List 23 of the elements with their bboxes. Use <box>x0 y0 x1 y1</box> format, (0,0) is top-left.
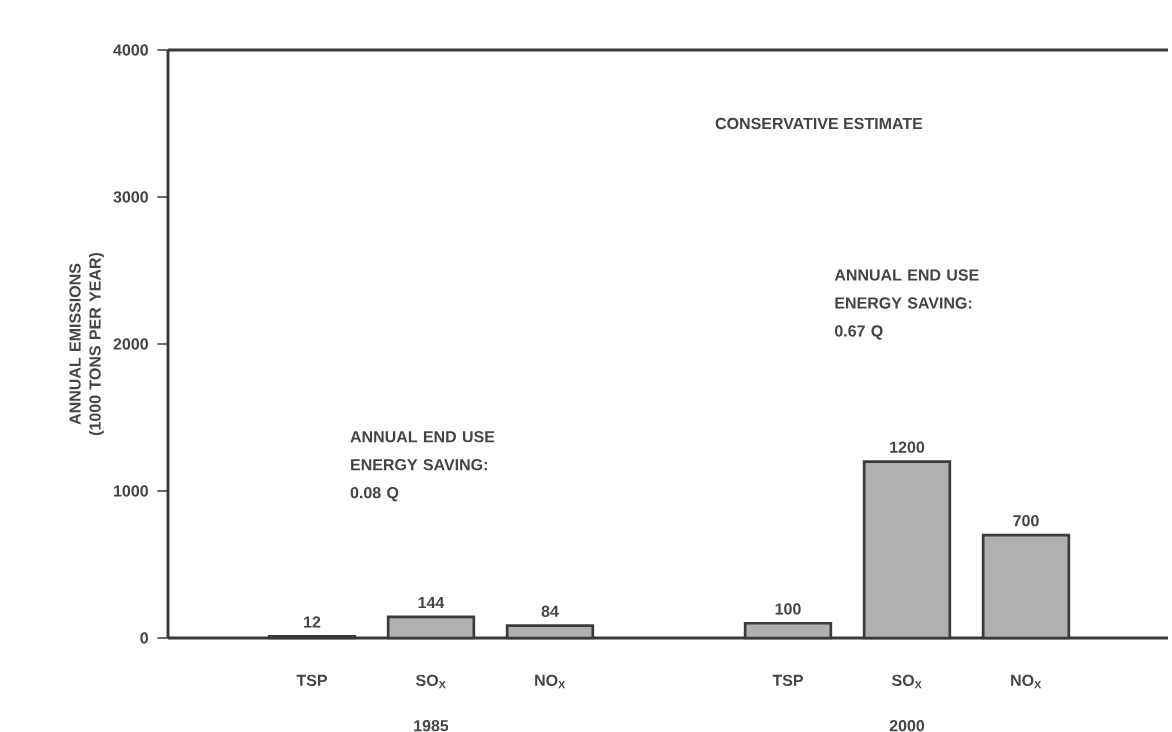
annotation: ANNUAL END USE ENERGY SAVING: 0.08 Q <box>350 431 495 502</box>
data-label: 100 <box>775 603 801 615</box>
text: 2000 <box>889 720 925 732</box>
x-tick-label: TSP <box>772 674 803 687</box>
data-label: 144 <box>418 597 445 609</box>
x-tick-label: NO$_{X}$ <box>535 674 566 689</box>
data-label: 84 <box>541 605 559 617</box>
y-tick-label: 1000 <box>114 485 148 497</box>
x-tick-label: SO$_{X}$ <box>892 674 922 689</box>
annotation: ANNUAL END USE ENERGY SAVING: 0.67 Q <box>834 269 979 340</box>
x-tick-label: SO$_{X}$ <box>416 674 446 689</box>
x-tick-label: NO$_{X}$ <box>1011 674 1042 689</box>
text: CONSERVATIVE ESTIMATE <box>715 117 923 130</box>
x-tick-label: TSP <box>296 674 327 687</box>
y-tick-label: 3000 <box>113 191 148 203</box>
y-tick-label: 0 <box>140 632 148 644</box>
y-tick-label: 2000 <box>113 338 148 350</box>
data-label: 12 <box>304 616 321 628</box>
y-axis-title: ANNUAL EMISSIONS (1000 TONS PER YEAR) <box>69 252 104 436</box>
text: 1985 <box>414 720 449 732</box>
y-tick-label: 4000 <box>113 44 148 56</box>
data-label: 1200 <box>890 441 925 453</box>
data-label: 700 <box>1013 515 1039 527</box>
